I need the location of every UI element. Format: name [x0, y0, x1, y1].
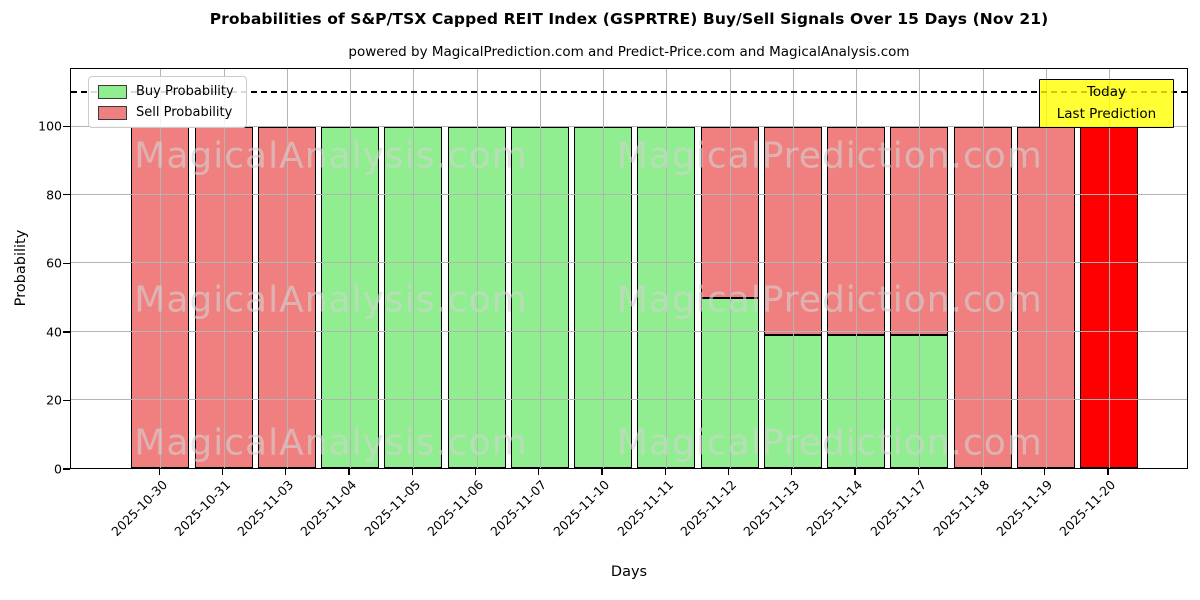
x-tick-label-2025-10-30: 2025-10-30	[107, 477, 170, 539]
today-annotation: Today Last Prediction	[1039, 79, 1174, 129]
buy-legend-label: Buy Probability	[136, 84, 234, 99]
gridline-h-100	[71, 125, 1187, 127]
gridline-v-2025-11-19	[1045, 69, 1047, 468]
y-tick-label-40: 40	[46, 324, 62, 340]
y-tick-label-80: 80	[46, 187, 62, 203]
x-tick-label-2025-11-03: 2025-11-03	[234, 477, 297, 539]
legend-box: Buy Probability Sell Probability	[88, 76, 247, 128]
y-tick-label-60: 60	[46, 255, 62, 271]
sell-legend-label: Sell Probability	[136, 105, 233, 120]
x-tick-label-2025-11-17: 2025-11-17	[866, 477, 929, 539]
x-tick-label-2025-11-10: 2025-11-10	[550, 477, 613, 539]
y-tick-mark-100	[63, 125, 70, 127]
gridline-v-2025-11-12	[729, 69, 731, 468]
x-tick-mark-2025-11-18	[980, 469, 983, 475]
x-tick-label-2025-11-18: 2025-11-18	[930, 477, 993, 539]
gridline-v-2025-11-03	[286, 69, 288, 468]
x-tick-mark-2025-10-31	[221, 469, 224, 475]
y-tick-label-0: 0	[54, 461, 62, 477]
gridline-v-2025-11-14	[856, 69, 858, 468]
x-tick-mark-2025-11-05	[411, 469, 413, 475]
gridline-v-2025-11-10	[603, 69, 605, 468]
x-tick-mark-2025-11-14	[854, 469, 856, 475]
gridline-v-2025-11-13	[792, 69, 794, 468]
x-tick-mark-2025-10-30	[158, 469, 160, 475]
x-tick-label-2025-10-31: 2025-10-31	[171, 477, 234, 539]
sell-swatch-icon	[98, 105, 127, 120]
x-tick-label-2025-11-11: 2025-11-11	[613, 477, 676, 539]
threshold-dashed-line	[71, 91, 1187, 93]
chart-title: Probabilities of S&P/TSX Capped REIT Ind…	[209, 10, 1049, 28]
watermark-text: MagicalPrediction.com	[616, 279, 1043, 321]
plot-area: MagicalAnalysis.com MagicalPrediction.com…	[70, 68, 1188, 469]
watermark-text: MagicalAnalysis.com	[134, 422, 528, 464]
y-tick-mark-60	[63, 262, 70, 264]
x-tick-mark-2025-11-11	[664, 469, 666, 475]
legend-item-sell: Sell Probability	[98, 105, 234, 120]
x-tick-mark-2025-11-03	[285, 469, 287, 475]
gridline-v-2025-11-06	[476, 69, 478, 468]
x-tick-mark-2025-11-10	[601, 469, 603, 475]
annotation-line-last-prediction: Last Prediction	[1056, 105, 1157, 122]
gridline-h-20	[71, 398, 1187, 400]
x-tick-label-2025-11-14: 2025-11-14	[803, 477, 866, 539]
gridline-v-2025-11-07	[539, 69, 541, 468]
x-tick-label-2025-11-20: 2025-11-20	[1056, 477, 1119, 539]
x-tick-label-2025-11-12: 2025-11-12	[677, 477, 740, 539]
x-tick-mark-2025-11-13	[791, 469, 793, 475]
watermark-text: MagicalAnalysis.com	[134, 279, 528, 321]
x-tick-label-2025-11-06: 2025-11-06	[424, 477, 487, 539]
gridline-v-2025-11-11	[666, 69, 668, 468]
watermark-text: MagicalPrediction.com	[616, 422, 1043, 464]
chart-subtitle: powered by MagicalPrediction.com and Pre…	[348, 44, 910, 60]
x-axis-label: Days	[610, 564, 648, 580]
x-tick-mark-2025-11-19	[1044, 469, 1046, 475]
gridline-h-60	[71, 262, 1187, 264]
x-tick-label-2025-11-07: 2025-11-07	[487, 477, 550, 539]
y-tick-mark-20	[63, 399, 70, 402]
x-tick-label-2025-11-19: 2025-11-19	[993, 477, 1056, 539]
x-tick-mark-2025-11-20	[1107, 469, 1109, 475]
legend-item-buy: Buy Probability	[98, 84, 234, 99]
x-tick-label-2025-11-04: 2025-11-04	[297, 477, 360, 539]
y-tick-label-100: 100	[38, 118, 62, 134]
gridline-v-2025-11-17	[919, 69, 921, 468]
watermark-text: MagicalAnalysis.com	[134, 135, 528, 177]
x-tick-label-2025-11-13: 2025-11-13	[740, 477, 803, 539]
watermark-text: MagicalPrediction.com	[616, 135, 1043, 177]
annotation-line-today: Today	[1086, 84, 1127, 100]
gridline-v-2025-10-30	[160, 69, 162, 468]
y-tick-mark-0	[63, 468, 70, 470]
gridline-h-40	[71, 330, 1187, 332]
gridline-v-2025-11-04	[350, 69, 352, 468]
x-tick-label-2025-11-05: 2025-11-05	[360, 477, 423, 539]
y-tick-mark-80	[63, 194, 70, 196]
x-tick-mark-2025-11-17	[917, 469, 919, 475]
y-tick-label-20: 20	[46, 392, 62, 408]
x-tick-mark-2025-11-04	[348, 469, 350, 475]
gridline-v-2025-10-31	[223, 69, 225, 468]
gridline-v-2025-11-18	[982, 69, 984, 468]
y-tick-mark-40	[63, 331, 70, 333]
gridline-v-2025-11-05	[413, 69, 415, 468]
gridline-h-80	[71, 194, 1187, 196]
x-tick-mark-2025-11-12	[727, 469, 730, 475]
buy-swatch-icon	[98, 84, 127, 99]
gridline-v-2025-11-20	[1109, 69, 1111, 468]
x-tick-mark-2025-11-07	[538, 469, 540, 475]
x-tick-mark-2025-11-06	[474, 469, 477, 475]
